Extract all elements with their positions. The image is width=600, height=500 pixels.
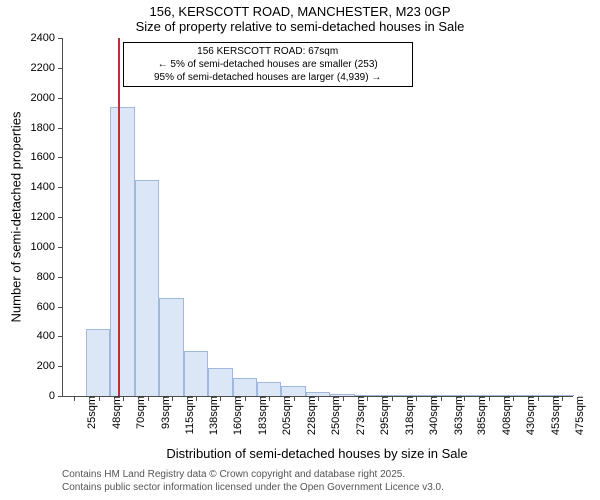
xtick-label: 340sqm: [420, 396, 440, 435]
ytick-label: 1400: [31, 181, 63, 193]
xtick-mark: [562, 396, 563, 401]
xtick-mark: [392, 396, 393, 401]
histogram-bar: [184, 351, 208, 396]
histogram-bar: [233, 378, 257, 396]
xtick-mark: [220, 396, 221, 401]
xtick-label: 25sqm: [78, 396, 98, 429]
chart-container: 156, KERSCOTT ROAD, MANCHESTER, M23 0GP …: [0, 0, 600, 500]
histogram-bar: [135, 180, 159, 396]
chart-title-2: Size of property relative to semi-detach…: [0, 19, 600, 34]
histogram-bar: [110, 107, 134, 396]
xtick-mark: [441, 396, 442, 401]
ytick-label: 1600: [31, 151, 63, 163]
ytick-label: 1000: [31, 241, 63, 253]
xtick-mark: [489, 396, 490, 401]
xtick-label: 453sqm: [542, 396, 562, 435]
histogram-bar: [428, 395, 452, 396]
histogram-bar: [330, 394, 354, 396]
histogram-bar: [526, 395, 550, 396]
xtick-label: 160sqm: [224, 396, 244, 435]
histogram-bar: [477, 395, 501, 396]
property-marker-line: [118, 38, 120, 396]
xtick-mark: [318, 396, 319, 401]
xtick-mark: [148, 396, 149, 401]
ytick-label: 2000: [31, 92, 63, 104]
ytick-label: 600: [37, 301, 63, 313]
xtick-label: 138sqm: [200, 396, 220, 435]
histogram-bar: [501, 395, 525, 396]
footer-attribution: Contains HM Land Registry data © Crown c…: [62, 468, 444, 494]
xtick-mark: [99, 396, 100, 401]
xtick-mark: [172, 396, 173, 401]
xtick-label: 250sqm: [322, 396, 342, 435]
xtick-label: 363sqm: [445, 396, 465, 435]
histogram-bar: [208, 368, 232, 396]
ytick-label: 1200: [31, 211, 63, 223]
xtick-mark: [464, 396, 465, 401]
ytick-label: 2200: [31, 62, 63, 74]
xtick-label: 295sqm: [371, 396, 391, 435]
histogram-bar: [452, 395, 476, 396]
xtick-label: 430sqm: [517, 396, 537, 435]
xtick-mark: [538, 396, 539, 401]
y-axis-label: Number of semi-detached properties: [9, 112, 24, 323]
xtick-mark: [269, 396, 270, 401]
xtick-mark: [513, 396, 514, 401]
xtick-label: 70sqm: [127, 396, 147, 429]
histogram-bar: [281, 386, 305, 396]
xtick-mark: [294, 396, 295, 401]
footer-line-1: Contains HM Land Registry data © Crown c…: [62, 468, 444, 481]
annotation-line-1: 156 KERSCOTT ROAD: 67sqm: [128, 45, 408, 58]
xtick-mark: [367, 396, 368, 401]
ytick-label: 1800: [31, 122, 63, 134]
xtick-label: 475sqm: [566, 396, 586, 435]
footer-line-2: Contains public sector information licen…: [62, 481, 444, 494]
xtick-label: 183sqm: [249, 396, 269, 435]
annotation-box: 156 KERSCOTT ROAD: 67sqm← 5% of semi-det…: [123, 42, 413, 87]
xtick-mark: [123, 396, 124, 401]
xtick-mark: [245, 396, 246, 401]
annotation-line-2: ← 5% of semi-detached houses are smaller…: [128, 58, 408, 71]
histogram-bar: [379, 395, 403, 396]
histogram-bar: [86, 329, 110, 396]
ytick-label: 2400: [31, 32, 63, 44]
xtick-label: 273sqm: [347, 396, 367, 435]
xtick-mark: [343, 396, 344, 401]
xtick-label: 228sqm: [298, 396, 318, 435]
x-axis-label: Distribution of semi-detached houses by …: [166, 446, 467, 461]
histogram-bar: [550, 395, 574, 396]
annotation-line-3: 95% of semi-detached houses are larger (…: [128, 71, 408, 84]
xtick-label: 205sqm: [273, 396, 293, 435]
chart-titles: 156, KERSCOTT ROAD, MANCHESTER, M23 0GP …: [0, 4, 600, 34]
xtick-label: 115sqm: [176, 396, 196, 434]
histogram-bar: [159, 298, 183, 396]
xtick-label: 318sqm: [396, 396, 416, 435]
xtick-label: 408sqm: [493, 396, 513, 435]
ytick-label: 800: [37, 271, 63, 283]
histogram-bar: [355, 395, 379, 396]
plot-area: 0200400600800100012001400160018002000220…: [62, 38, 573, 397]
xtick-mark: [416, 396, 417, 401]
xtick-label: 93sqm: [152, 396, 172, 429]
ytick-label: 200: [37, 360, 63, 372]
xtick-mark: [74, 396, 75, 401]
histogram-bar: [257, 382, 281, 396]
ytick-label: 400: [37, 330, 63, 342]
histogram-bar: [403, 395, 427, 396]
xtick-label: 48sqm: [103, 396, 123, 429]
xtick-mark: [196, 396, 197, 401]
histogram-bar: [306, 392, 330, 396]
ytick-label: 0: [49, 390, 63, 402]
xtick-label: 385sqm: [468, 396, 488, 435]
chart-title-1: 156, KERSCOTT ROAD, MANCHESTER, M23 0GP: [0, 4, 600, 19]
